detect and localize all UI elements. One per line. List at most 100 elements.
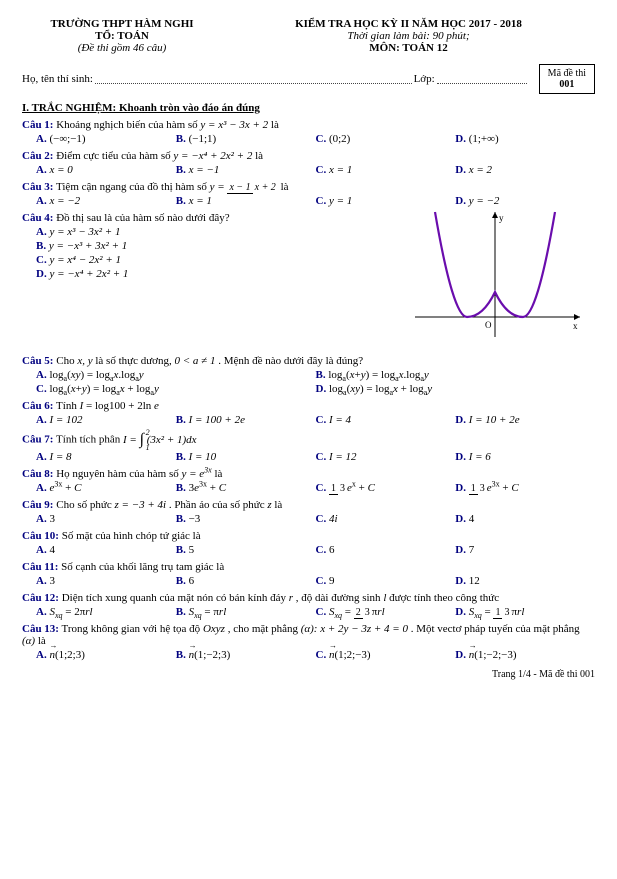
q5-b: là số thực dương,: [95, 355, 174, 367]
class-field[interactable]: [437, 74, 527, 84]
q9-label: Câu 9:: [22, 499, 53, 511]
q2-b: x = −1: [189, 164, 220, 176]
q2-d: x = 2: [469, 164, 492, 176]
q9-stem-b: . Phần ảo của số phức: [169, 499, 268, 511]
q4-stem: Đồ thị sau là của hàm số nào dưới đây?: [56, 212, 229, 224]
q1-expr: y = x³ − 3x + 2: [200, 119, 268, 131]
question-11: Câu 11: Số cạnh của khối lăng trụ tam gi…: [22, 561, 595, 587]
q12-b: , độ dài đường sinh: [296, 592, 384, 604]
q3-a: x = −2: [49, 195, 80, 207]
q11-c: 9: [329, 575, 335, 587]
question-12: Câu 12: Diện tích xung quanh của mặt nón…: [22, 592, 595, 618]
q3-stem-a: Tiệm cận ngang của đồ thị hàm số: [56, 181, 210, 193]
y-arrow-icon: [492, 212, 498, 218]
q1-stem-a: Khoảng nghịch biến của hàm số: [56, 119, 200, 131]
class-label: Lớp:: [414, 73, 435, 85]
code-value: 001: [548, 79, 586, 90]
school-name: TRƯỜNG THPT HÀM NGHI: [22, 18, 222, 30]
question-4-row: Câu 4: Đồ thị sau là của hàm số nào dưới…: [22, 207, 595, 350]
exam-subject: MÔN: TOÁN 12: [222, 42, 595, 54]
q7-c: I = 12: [329, 451, 357, 463]
q13-opt-d: n(1;−2;−3): [469, 649, 517, 661]
opt-a-label: A.: [36, 133, 47, 145]
q4-label: Câu 4:: [22, 212, 53, 224]
q4-b: y = −x³ + 3x² + 1: [49, 240, 127, 252]
exam-header: TRƯỜNG THPT HÀM NGHI TỔ: TOÁN (Đề thi gồ…: [22, 18, 595, 54]
q1-a: (−∞;−1): [49, 133, 85, 145]
q6-b: I = 100 + 2e: [189, 414, 245, 426]
exam-time: Thời gian làm bài: 90 phút;: [222, 30, 595, 42]
q13-opt-c: n(1;2;−3): [329, 649, 371, 661]
q2-stem-b: là: [255, 150, 263, 162]
opt-d-label: D.: [455, 133, 466, 145]
q6-d: I = 10 + 2e: [469, 414, 520, 426]
q12-l: l: [383, 592, 386, 604]
q1-b: (−1;1): [189, 133, 217, 145]
question-1: Câu 1: Khoảng nghịch biến của hàm số y =…: [22, 119, 595, 145]
q7-stem: Tính tích phân: [56, 434, 123, 446]
q8-d: 13e3x + C: [469, 482, 519, 494]
q2-c: x = 1: [329, 164, 352, 176]
q7-b: I = 10: [189, 451, 217, 463]
q8-label: Câu 8:: [22, 468, 53, 480]
q1-label: Câu 1:: [22, 119, 53, 131]
q12-opt-b: Sxq = πrl: [189, 606, 227, 618]
x-axis-label: x: [573, 321, 578, 331]
q9-a: 3: [49, 513, 55, 525]
q3-expr: y = x − 1x + 2: [210, 181, 278, 193]
name-field[interactable]: [95, 74, 412, 84]
q8-b: 3e3x + C: [189, 482, 226, 494]
q5-opt-d: loga(xy) = logax + logay: [329, 383, 432, 395]
q3-b: x = 1: [189, 195, 212, 207]
q8-stem-b: là: [214, 468, 222, 480]
q11-b: 6: [189, 575, 195, 587]
student-info-row: Họ, tên thí sinh: Lớp: Mã đề thi 001: [22, 64, 595, 94]
q13-alpha: (α): [22, 635, 35, 647]
x-arrow-icon: [574, 314, 580, 320]
q11-a: 3: [49, 575, 55, 587]
q5-label: Câu 5:: [22, 355, 53, 367]
q5-opt-b: loga(x+y) = logax.logay: [328, 369, 428, 381]
q5-xy: x, y: [77, 355, 92, 367]
q3-label: Câu 3:: [22, 181, 53, 193]
q9-c: 4i: [329, 513, 338, 525]
question-6: Câu 6: Tính I = log100 + 2ln e A. I = 10…: [22, 400, 595, 426]
q7-label: Câu 7:: [22, 434, 53, 446]
opt-c-label: C.: [316, 133, 327, 145]
q5-opt-c: loga(x+y) = logax + logay: [49, 383, 158, 395]
q10-c: 6: [329, 544, 335, 556]
q13-b: , cho mặt phẳng: [228, 623, 301, 635]
dept-name: TỔ: TOÁN: [22, 30, 222, 42]
name-label: Họ, tên thí sinh:: [22, 73, 93, 85]
q2-a: x = 0: [49, 164, 72, 176]
opt-b-label: B.: [176, 133, 186, 145]
q8-c: 13ex + C: [329, 482, 375, 494]
q4-a: y = x³ − 3x² + 1: [49, 226, 120, 238]
q8-a: e3x + C: [49, 482, 81, 494]
q2-expr: y = −x⁴ + 2x² + 2: [173, 150, 252, 162]
q7-expr: I = ∫12 (3x² + 1)dx: [123, 434, 197, 446]
q1-c: (0;2): [329, 133, 350, 145]
q1-d: (1;+∞): [469, 133, 499, 145]
q13-label: Câu 13:: [22, 623, 59, 635]
q13-plane: (α): x + 2y − 3z + 4 = 0: [301, 623, 408, 635]
q6-stem: Tính I = log100 + 2ln e: [56, 400, 159, 412]
q12-label: Câu 12:: [22, 592, 59, 604]
q13-opt-b: n(1;−2;3): [189, 649, 231, 661]
q11-stem: Số cạnh của khối lăng trụ tam giác là: [61, 561, 224, 573]
q9-b: −3: [189, 513, 201, 525]
q12-opt-a: Sxq = 2πrl: [49, 606, 92, 618]
q9-expr: z = −3 + 4i: [114, 499, 166, 511]
q6-a: I = 102: [49, 414, 82, 426]
q2-stem-a: Điểm cực tiểu của hàm số: [56, 150, 173, 162]
question-7: Câu 7: Tính tích phân I = ∫12 (3x² + 1)d…: [22, 431, 595, 463]
q12-c: được tính theo công thức: [389, 592, 499, 604]
q4-graph: y x O: [405, 207, 585, 347]
q9-stem-c: là: [274, 499, 282, 511]
origin-label: O: [485, 320, 492, 330]
q13-c: . Một vectơ pháp tuyến của mặt phẳng: [411, 623, 580, 635]
q3-d: y = −2: [469, 195, 500, 207]
q1-stem-b: là: [271, 119, 279, 131]
q10-b: 5: [189, 544, 195, 556]
q7-a: I = 8: [49, 451, 71, 463]
